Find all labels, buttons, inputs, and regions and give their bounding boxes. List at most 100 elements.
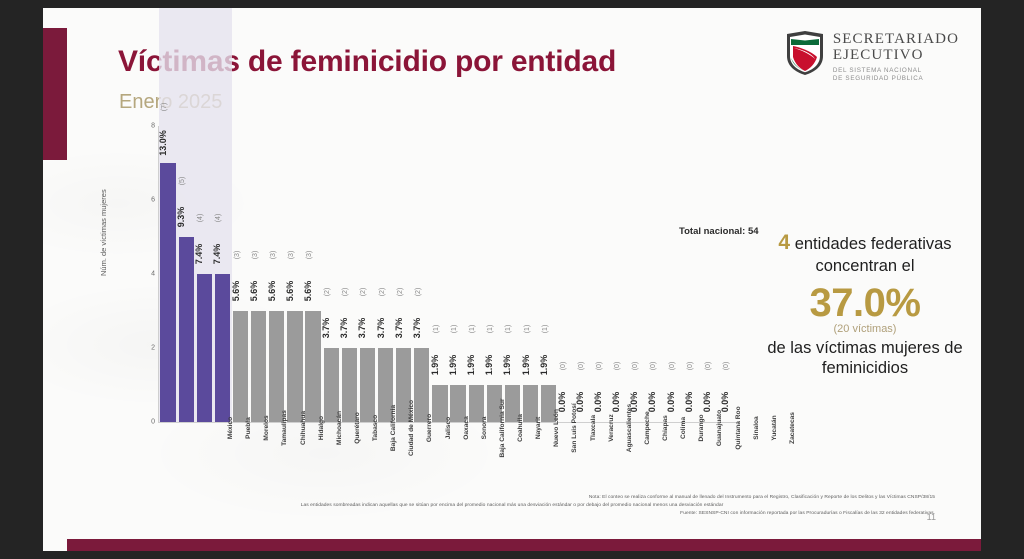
- bar[interactable]: 1.9% (1): [502, 325, 521, 422]
- bar-column[interactable]: 5.6% (3): [303, 126, 322, 422]
- x-label-slot: Chihuahua: [291, 411, 309, 501]
- x-label-slot: Baja California: [381, 405, 399, 501]
- bar-column[interactable]: 0.0% (0): [720, 126, 739, 422]
- bar[interactable]: 7.4% (4): [212, 214, 231, 422]
- bar-percent-label: 7.4%: [212, 243, 223, 265]
- bar[interactable]: 7.4% (4): [194, 214, 212, 422]
- x-label-slot: Chiapas: [653, 415, 671, 501]
- bar[interactable]: 13.0% (7): [158, 103, 176, 422]
- bar-count-label: (0): [577, 361, 585, 371]
- bar-column[interactable]: 0.0% (0): [557, 126, 576, 422]
- bar[interactable]: 3.7% (2): [357, 288, 376, 422]
- summary-entity-count: 4: [778, 231, 791, 254]
- bar[interactable]: 9.3% (5): [176, 177, 194, 422]
- bar[interactable]: 1.9% (1): [539, 325, 557, 422]
- bar-column[interactable]: 0.0% (0): [666, 126, 685, 422]
- x-axis-tick-label: Quintana Roo: [734, 406, 742, 450]
- bar-series: 13.0% (7) 9.3% (5) 7.4% (4) 7.4% (4) 5.6% (3) 5.6%…: [158, 103, 739, 422]
- bar[interactable]: 1.9% (1): [484, 325, 502, 422]
- bar-column[interactable]: 1.9% (1): [430, 126, 449, 422]
- bar[interactable]: 5.6% (3): [303, 251, 321, 422]
- bar-percent-label: 3.7%: [357, 317, 368, 339]
- bar[interactable]: 3.7% (2): [339, 288, 357, 422]
- bar[interactable]: 1.9% (1): [430, 325, 448, 422]
- bar[interactable]: 3.7% (2): [321, 288, 339, 422]
- bar-column[interactable]: 9.3% (5): [176, 126, 195, 422]
- bar-column[interactable]: 3.7% (2): [394, 126, 413, 422]
- x-axis-tick-label: Campeche: [643, 411, 651, 445]
- bar-column[interactable]: 1.9% (1): [502, 126, 521, 422]
- bar-percent-label: 3.7%: [411, 317, 422, 339]
- bar-column[interactable]: 3.7% (2): [412, 126, 431, 422]
- bar-column[interactable]: 3.7% (2): [321, 126, 340, 422]
- organization-logo: SECRETARIADO EJECUTIVO DEL SISTEMA NACIO…: [785, 30, 959, 83]
- bar-column[interactable]: 0.0% (0): [702, 126, 721, 422]
- bar-percent-label: 1.9%: [502, 354, 513, 376]
- bar-count-label: (0): [686, 361, 694, 371]
- bar-count-label: (1): [541, 324, 549, 334]
- bar-count-label: (4): [215, 213, 223, 223]
- bar[interactable]: 3.7% (2): [412, 288, 430, 422]
- bar[interactable]: 5.6% (3): [285, 251, 303, 422]
- x-label-slot: Tabasco: [363, 415, 381, 501]
- bar[interactable]: 3.7% (2): [394, 288, 412, 422]
- x-axis-tick-label: Chiapas: [662, 415, 670, 441]
- bar-column[interactable]: 1.9% (1): [484, 126, 503, 422]
- bar[interactable]: 5.6% (3): [231, 251, 249, 422]
- x-axis-tick-label: Coahuila: [517, 414, 525, 442]
- summary-percent: 37.0%: [809, 280, 921, 325]
- x-axis-tick-label: Chihuahua: [299, 410, 307, 446]
- left-accent-bar: [43, 28, 67, 160]
- x-label-slot: Tamaulipas: [272, 410, 290, 501]
- bar-column[interactable]: 0.0% (0): [647, 126, 666, 422]
- bar-count-label: (7): [161, 102, 169, 112]
- bar-column[interactable]: 3.7% (2): [376, 126, 395, 422]
- bar-column[interactable]: 1.9% (1): [521, 126, 540, 422]
- bar-count-label: (0): [704, 361, 712, 371]
- bar[interactable]: 5.6% (3): [267, 251, 285, 422]
- bar-column[interactable]: 0.0% (0): [593, 126, 612, 422]
- bar-column[interactable]: 0.0% (0): [629, 126, 648, 422]
- y-tick: 6: [151, 196, 155, 204]
- bar-column[interactable]: 3.7% (2): [339, 126, 358, 422]
- bar-count-label: (3): [269, 250, 277, 260]
- bar-count-label: (1): [505, 324, 513, 334]
- bar-count-label: (3): [287, 250, 295, 260]
- bar-column[interactable]: 0.0% (0): [575, 126, 594, 422]
- bar[interactable]: 1.9% (1): [466, 325, 484, 422]
- bar-column[interactable]: 5.6% (3): [267, 126, 286, 422]
- bar-column[interactable]: 0.0% (0): [684, 126, 703, 422]
- bar[interactable]: 5.6% (3): [249, 251, 267, 422]
- bar[interactable]: 1.9% (1): [448, 325, 466, 422]
- bar-column[interactable]: 5.6% (3): [285, 126, 304, 422]
- bar-column[interactable]: 1.9% (1): [466, 126, 485, 422]
- bar-column[interactable]: 7.4% (4): [212, 126, 231, 422]
- x-axis-tick-label: Baja California: [390, 404, 398, 452]
- bar-column[interactable]: 5.6% (3): [249, 126, 268, 422]
- page-number: 11: [926, 512, 936, 522]
- x-axis-labels: México Puebla Morelos Tamaulipas Chihuahua Hi…: [218, 399, 798, 501]
- bar-count-label: (0): [650, 361, 658, 371]
- x-label-slot: Coahuila: [508, 414, 526, 501]
- bar[interactable]: 3.7% (2): [376, 288, 394, 422]
- bar-column[interactable]: 3.7% (2): [357, 126, 376, 422]
- bar-count-label: (2): [396, 287, 404, 297]
- y-tick: 8: [151, 122, 155, 130]
- x-axis-tick-label: Tlaxcala: [589, 414, 597, 442]
- bar[interactable]: 1.9% (1): [521, 325, 539, 422]
- bar-count-label: (2): [342, 287, 350, 297]
- x-label-slot: Tlaxcala: [581, 415, 599, 501]
- bar-column[interactable]: 13.0% (7): [158, 103, 177, 422]
- bar-column[interactable]: 1.9% (1): [448, 126, 467, 422]
- bar-count-label: (0): [722, 361, 730, 371]
- bar-column[interactable]: 0.0% (0): [611, 126, 630, 422]
- x-label-slot: Colima: [671, 417, 689, 501]
- bar-column[interactable]: 7.4% (4): [194, 126, 213, 422]
- logo-text: SECRETARIADO EJECUTIVO DEL SISTEMA NACIO…: [833, 30, 959, 83]
- y-tick: 0: [151, 418, 155, 426]
- bar-count-label: (1): [451, 324, 459, 334]
- bar-column[interactable]: 1.9% (1): [539, 126, 558, 422]
- bar-percent-label: 5.6%: [248, 280, 259, 302]
- bar-column[interactable]: 5.6% (3): [231, 126, 250, 422]
